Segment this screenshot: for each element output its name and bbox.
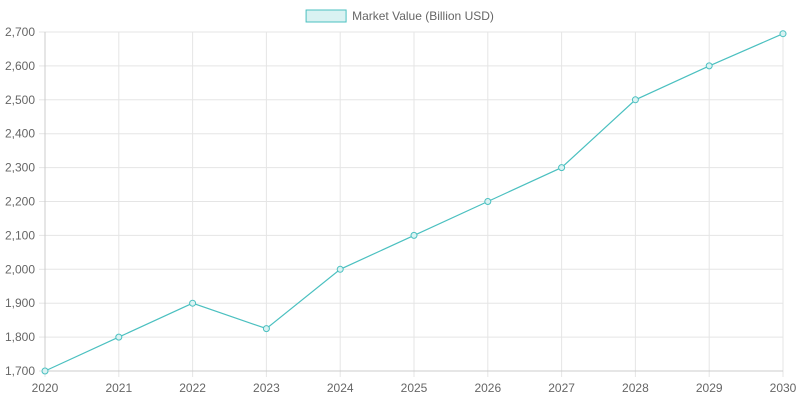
x-tick-label: 2020 [32,381,59,395]
data-point[interactable] [484,198,492,205]
data-point[interactable] [336,265,344,273]
data-point[interactable] [558,164,566,172]
data-point[interactable] [631,96,639,104]
legend-label: Market Value (Billion USD) [352,9,494,23]
y-tick-label: 2,300 [5,161,35,175]
y-tick-label: 2,600 [5,59,35,73]
y-tick-label: 2,000 [5,262,35,276]
x-tick-label: 2025 [401,381,428,395]
data-point[interactable] [115,333,123,341]
x-tick-label: 2028 [622,381,649,395]
x-tick-label: 2027 [548,381,575,395]
y-tick-label: 1,800 [5,330,35,344]
data-point[interactable] [262,325,270,333]
data-point[interactable] [705,62,713,70]
legend[interactable]: Market Value (Billion USD) [305,9,494,23]
data-point[interactable] [189,299,197,307]
data-point[interactable] [779,30,787,38]
data-point[interactable] [41,367,49,375]
y-tick-label: 2,200 [5,195,35,209]
x-tick-label: 2022 [179,381,206,395]
y-tick-label: 2,700 [5,25,35,39]
x-tick-label: 2024 [327,381,354,395]
x-tick-label: 2029 [696,381,723,395]
data-point[interactable] [410,231,418,239]
y-tick-label: 2,400 [5,127,35,141]
legend-swatch [305,9,347,23]
y-tick-label: 1,900 [5,296,35,310]
x-tick-label: 2030 [770,381,797,395]
y-tick-label: 2,100 [5,228,35,242]
y-tick-label: 1,700 [5,364,35,378]
x-tick-label: 2021 [105,381,132,395]
series-market-value [41,30,787,375]
x-tick-label: 2026 [474,381,501,395]
y-tick-label: 2,500 [5,93,35,107]
x-tick-label: 2023 [253,381,280,395]
